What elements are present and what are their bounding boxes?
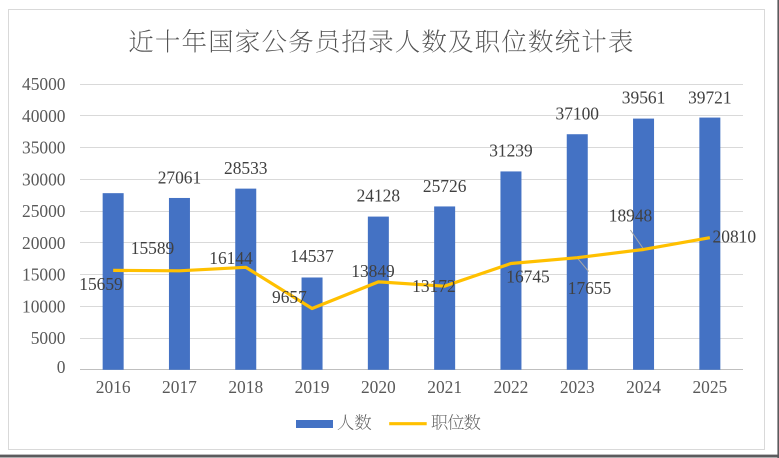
svg-text:15000: 15000 bbox=[22, 265, 66, 285]
svg-text:15589: 15589 bbox=[131, 238, 174, 258]
svg-text:18948: 18948 bbox=[609, 205, 653, 225]
svg-text:14537: 14537 bbox=[290, 246, 334, 266]
svg-text:45000: 45000 bbox=[22, 74, 66, 94]
svg-text:27061: 27061 bbox=[158, 167, 201, 187]
svg-text:5000: 5000 bbox=[31, 328, 66, 348]
svg-text:16745: 16745 bbox=[506, 267, 550, 287]
svg-text:31239: 31239 bbox=[489, 140, 532, 160]
svg-text:13849: 13849 bbox=[351, 261, 394, 281]
svg-text:15659: 15659 bbox=[79, 274, 122, 294]
svg-text:40000: 40000 bbox=[22, 106, 66, 126]
svg-text:39721: 39721 bbox=[688, 88, 731, 108]
svg-text:25726: 25726 bbox=[423, 176, 467, 196]
svg-text:17655: 17655 bbox=[568, 278, 612, 298]
svg-text:28533: 28533 bbox=[224, 158, 268, 178]
svg-text:37100: 37100 bbox=[556, 104, 600, 124]
svg-text:2017: 2017 bbox=[162, 377, 197, 397]
svg-text:13172: 13172 bbox=[412, 276, 455, 296]
svg-text:16144: 16144 bbox=[209, 248, 253, 268]
svg-text:10000: 10000 bbox=[22, 296, 66, 316]
svg-text:30000: 30000 bbox=[22, 169, 66, 189]
svg-text:35000: 35000 bbox=[22, 138, 66, 158]
svg-text:2025: 2025 bbox=[692, 377, 727, 397]
svg-text:2022: 2022 bbox=[494, 377, 529, 397]
svg-text:2021: 2021 bbox=[427, 377, 462, 397]
svg-text:25000: 25000 bbox=[22, 201, 66, 221]
svg-text:24128: 24128 bbox=[357, 185, 401, 205]
svg-text:2024: 2024 bbox=[626, 377, 661, 397]
svg-text:2023: 2023 bbox=[560, 377, 595, 397]
svg-text:2020: 2020 bbox=[361, 377, 396, 397]
svg-text:2018: 2018 bbox=[228, 377, 263, 397]
svg-text:2016: 2016 bbox=[96, 377, 131, 397]
svg-text:9657: 9657 bbox=[272, 287, 307, 307]
svg-text:0: 0 bbox=[57, 357, 66, 377]
svg-text:2019: 2019 bbox=[295, 377, 330, 397]
svg-text:20000: 20000 bbox=[22, 233, 66, 253]
svg-text:20810: 20810 bbox=[713, 227, 757, 247]
svg-text:39561: 39561 bbox=[622, 88, 665, 108]
